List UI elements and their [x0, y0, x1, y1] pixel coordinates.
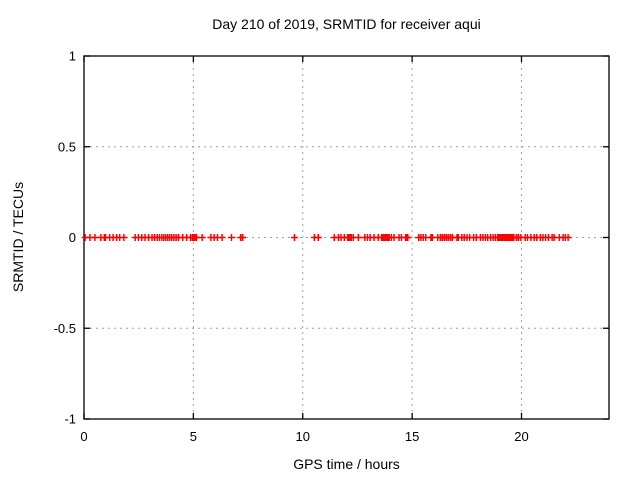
y-tick-label: -0.5 [54, 321, 76, 336]
x-tick-label: 20 [514, 429, 528, 444]
data-point-marker [354, 234, 362, 241]
data-point-marker [120, 234, 128, 241]
y-axis-label: SRMTID / TECUs [10, 181, 26, 293]
x-axis-label: GPS time / hours [293, 456, 400, 472]
x-tick-label: 5 [190, 429, 197, 444]
y-tick-label: 0 [69, 230, 76, 245]
data-point-marker [314, 234, 322, 241]
x-tick-label: 0 [80, 429, 87, 444]
y-tick-label: 1 [69, 49, 76, 64]
data-point-marker [404, 234, 412, 241]
data-point-marker [290, 234, 298, 241]
data-point-marker [564, 234, 572, 241]
x-tick-label: 15 [405, 429, 419, 444]
y-tick-label: -1 [64, 412, 76, 427]
y-tick-label: 0.5 [58, 139, 76, 154]
data-point-marker [198, 234, 206, 241]
data-point-marker [91, 234, 99, 241]
chart-title: Day 210 of 2019, SRMTID for receiver aqu… [212, 16, 481, 32]
data-point-marker [239, 234, 247, 241]
data-point-marker [218, 234, 226, 241]
x-tick-label: 10 [296, 429, 310, 444]
data-point-marker [227, 234, 235, 241]
